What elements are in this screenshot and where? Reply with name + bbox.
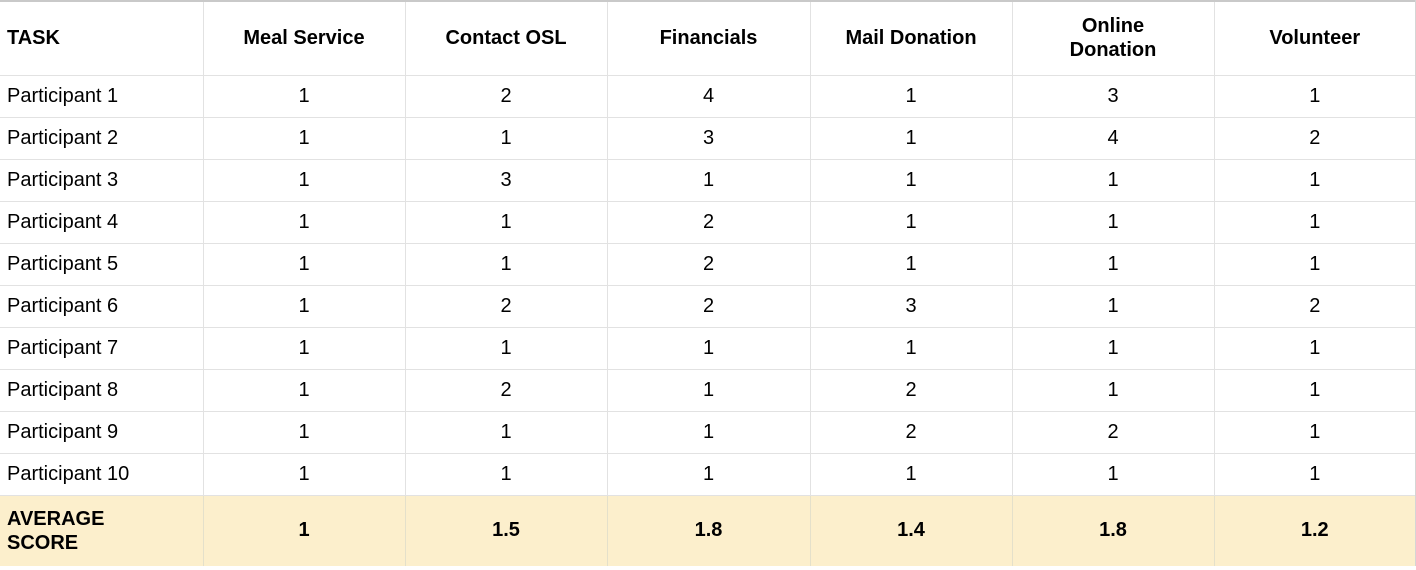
score-cell[interactable]: 1: [1213, 410, 1416, 454]
score-cell[interactable]: 2: [606, 284, 811, 328]
column-header[interactable]: Contact OSL: [404, 0, 608, 76]
column-header[interactable]: Online Donation: [1011, 0, 1215, 76]
score-cell[interactable]: 1: [606, 158, 811, 202]
score-cell[interactable]: 1: [1213, 200, 1416, 244]
score-cell[interactable]: 1: [1011, 284, 1215, 328]
average-row: AVERAGE SCORE 1 1.5 1.8 1.4 1.8 1.2: [0, 494, 1416, 566]
score-cell[interactable]: 1: [1011, 326, 1215, 370]
score-cell[interactable]: 1: [1213, 74, 1416, 118]
score-cell[interactable]: 1: [404, 242, 608, 286]
table-row: Participant 10 1 1 1 1 1 1: [0, 452, 1416, 496]
column-header-task[interactable]: TASK: [0, 0, 204, 76]
average-score-cell[interactable]: 1.8: [1011, 494, 1215, 566]
row-label[interactable]: Participant 8: [0, 368, 204, 412]
score-cell[interactable]: 1: [404, 410, 608, 454]
score-cell[interactable]: 2: [606, 200, 811, 244]
row-label[interactable]: Participant 2: [0, 116, 204, 160]
score-cell[interactable]: 1: [606, 410, 811, 454]
score-cell[interactable]: 4: [1011, 116, 1215, 160]
average-score-cell[interactable]: 1.4: [809, 494, 1013, 566]
score-cell[interactable]: 1: [202, 368, 406, 412]
score-cell[interactable]: 1: [606, 368, 811, 412]
score-cell[interactable]: 3: [606, 116, 811, 160]
score-cell[interactable]: 1: [404, 200, 608, 244]
score-cell[interactable]: 2: [606, 242, 811, 286]
score-cell[interactable]: 2: [404, 74, 608, 118]
score-cell[interactable]: 1: [1011, 158, 1215, 202]
score-cell[interactable]: 1: [202, 242, 406, 286]
score-cell[interactable]: 1: [1213, 242, 1416, 286]
score-cell[interactable]: 2: [404, 284, 608, 328]
score-cell[interactable]: 1: [202, 116, 406, 160]
score-cell[interactable]: 1: [202, 410, 406, 454]
average-score-cell[interactable]: 1.5: [404, 494, 608, 566]
score-cell[interactable]: 1: [1213, 452, 1416, 496]
score-cell[interactable]: 1: [809, 242, 1013, 286]
score-cell[interactable]: 1: [202, 452, 406, 496]
table-body: Participant 1 1 2 4 1 3 1 Participant 2 1 1 3 1 4 2 Pa…: [0, 74, 1416, 566]
score-cell[interactable]: 1: [606, 326, 811, 370]
average-row-label[interactable]: AVERAGE SCORE: [0, 494, 204, 566]
score-cell[interactable]: 1: [1011, 452, 1215, 496]
score-cell[interactable]: 1: [1011, 242, 1215, 286]
score-cell[interactable]: 1: [202, 158, 406, 202]
score-cell[interactable]: 1: [809, 116, 1013, 160]
score-cell[interactable]: 1: [202, 74, 406, 118]
score-cell[interactable]: 1: [1011, 368, 1215, 412]
score-cell[interactable]: 2: [809, 410, 1013, 454]
score-cell[interactable]: 1: [404, 116, 608, 160]
score-cell[interactable]: 2: [809, 368, 1013, 412]
score-cell[interactable]: 2: [1213, 284, 1416, 328]
column-header[interactable]: Meal Service: [202, 0, 406, 76]
average-score-cell[interactable]: 1: [202, 494, 406, 566]
score-cell[interactable]: 1: [202, 284, 406, 328]
score-cell[interactable]: 1: [1213, 326, 1416, 370]
average-score-cell[interactable]: 1.2: [1213, 494, 1416, 566]
score-cell[interactable]: 2: [1011, 410, 1215, 454]
score-cell[interactable]: 1: [404, 326, 608, 370]
score-cell[interactable]: 2: [1213, 116, 1416, 160]
average-score-cell[interactable]: 1.8: [606, 494, 811, 566]
score-cell[interactable]: 2: [404, 368, 608, 412]
score-cell[interactable]: 3: [404, 158, 608, 202]
score-cell[interactable]: 3: [809, 284, 1013, 328]
row-label[interactable]: Participant 4: [0, 200, 204, 244]
score-cell[interactable]: 1: [1011, 200, 1215, 244]
row-label[interactable]: Participant 6: [0, 284, 204, 328]
score-cell[interactable]: 1: [202, 200, 406, 244]
row-label[interactable]: Participant 10: [0, 452, 204, 496]
score-cell[interactable]: 1: [809, 158, 1013, 202]
score-cell[interactable]: 1: [809, 452, 1013, 496]
column-header[interactable]: Volunteer: [1213, 0, 1416, 76]
score-cell[interactable]: 4: [606, 74, 811, 118]
row-label[interactable]: Participant 3: [0, 158, 204, 202]
score-cell[interactable]: 1: [809, 74, 1013, 118]
header-row: TASK Meal Service Contact OSL Financials Mai…: [0, 0, 1416, 76]
score-cell[interactable]: 1: [202, 326, 406, 370]
score-cell[interactable]: 1: [606, 452, 811, 496]
score-cell[interactable]: 1: [1213, 158, 1416, 202]
column-header[interactable]: Mail Donation: [809, 0, 1013, 76]
score-cell[interactable]: 1: [404, 452, 608, 496]
score-cell[interactable]: 1: [1213, 368, 1416, 412]
column-header[interactable]: Financials: [606, 0, 811, 76]
score-cell[interactable]: 1: [809, 200, 1013, 244]
row-label[interactable]: Participant 1: [0, 74, 204, 118]
score-cell[interactable]: 3: [1011, 74, 1215, 118]
score-cell[interactable]: 1: [809, 326, 1013, 370]
row-label[interactable]: Participant 7: [0, 326, 204, 370]
row-label[interactable]: Participant 5: [0, 242, 204, 286]
row-label[interactable]: Participant 9: [0, 410, 204, 454]
